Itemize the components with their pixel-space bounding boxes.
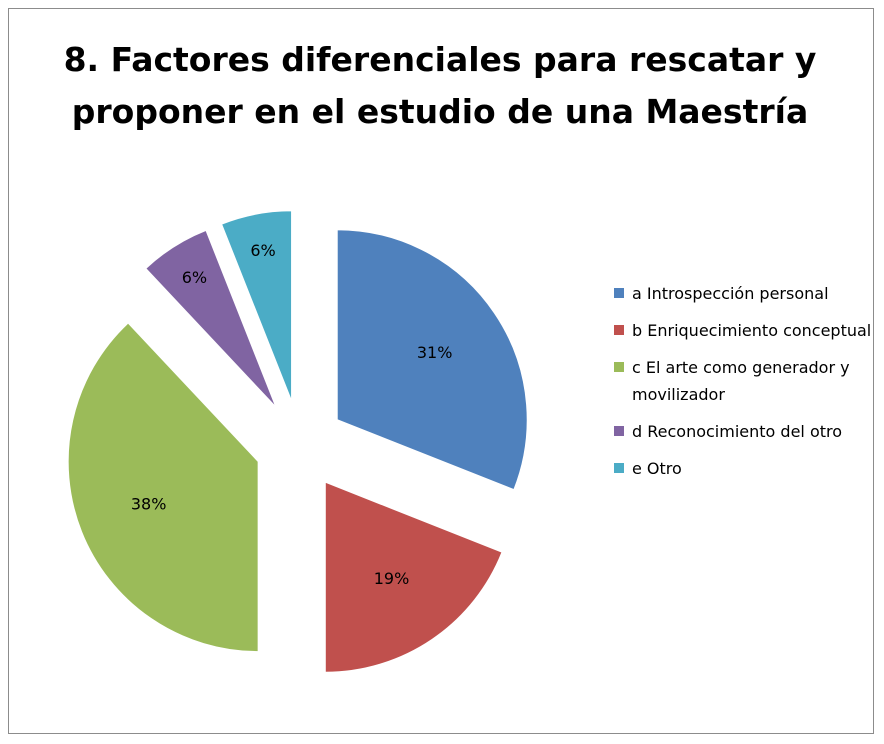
legend-label: b Enriquecimiento conceptual: [632, 321, 872, 340]
pie-slice: [324, 481, 503, 673]
chart-title: 8. Factores diferenciales para rescatar …: [63, 40, 817, 131]
legend: a Introspección personal b Enriquecimient…: [614, 280, 876, 492]
pie-slice: [336, 229, 528, 491]
legend-item: d Reconocimiento del otro: [614, 418, 876, 445]
legend-swatch: [614, 288, 624, 298]
legend-item: a Introspección personal: [614, 280, 876, 307]
legend-item: c El arte como generador y movilizador: [614, 354, 876, 408]
data-label: 6%: [250, 241, 275, 260]
legend-item: b Enriquecimiento conceptual: [614, 317, 876, 344]
data-label: 19%: [374, 569, 410, 588]
legend-swatch: [614, 463, 624, 473]
pie-slice: [67, 322, 259, 653]
legend-swatch: [614, 325, 624, 335]
legend-item: e Otro: [614, 455, 876, 482]
legend-swatch: [614, 426, 624, 436]
legend-label: d Reconocimiento del otro: [632, 422, 843, 441]
pie-slice: [145, 229, 277, 408]
chart-border: [8, 8, 874, 734]
legend-label: e Otro: [632, 459, 682, 478]
pie-slice: [220, 210, 293, 401]
data-label: 31%: [417, 343, 453, 362]
legend-label: c El arte como generador y movilizador: [632, 358, 850, 404]
legend-swatch: [614, 362, 624, 372]
legend-label: a Introspección personal: [632, 284, 829, 303]
data-label: 38%: [131, 494, 167, 513]
data-label: 6%: [182, 268, 207, 287]
